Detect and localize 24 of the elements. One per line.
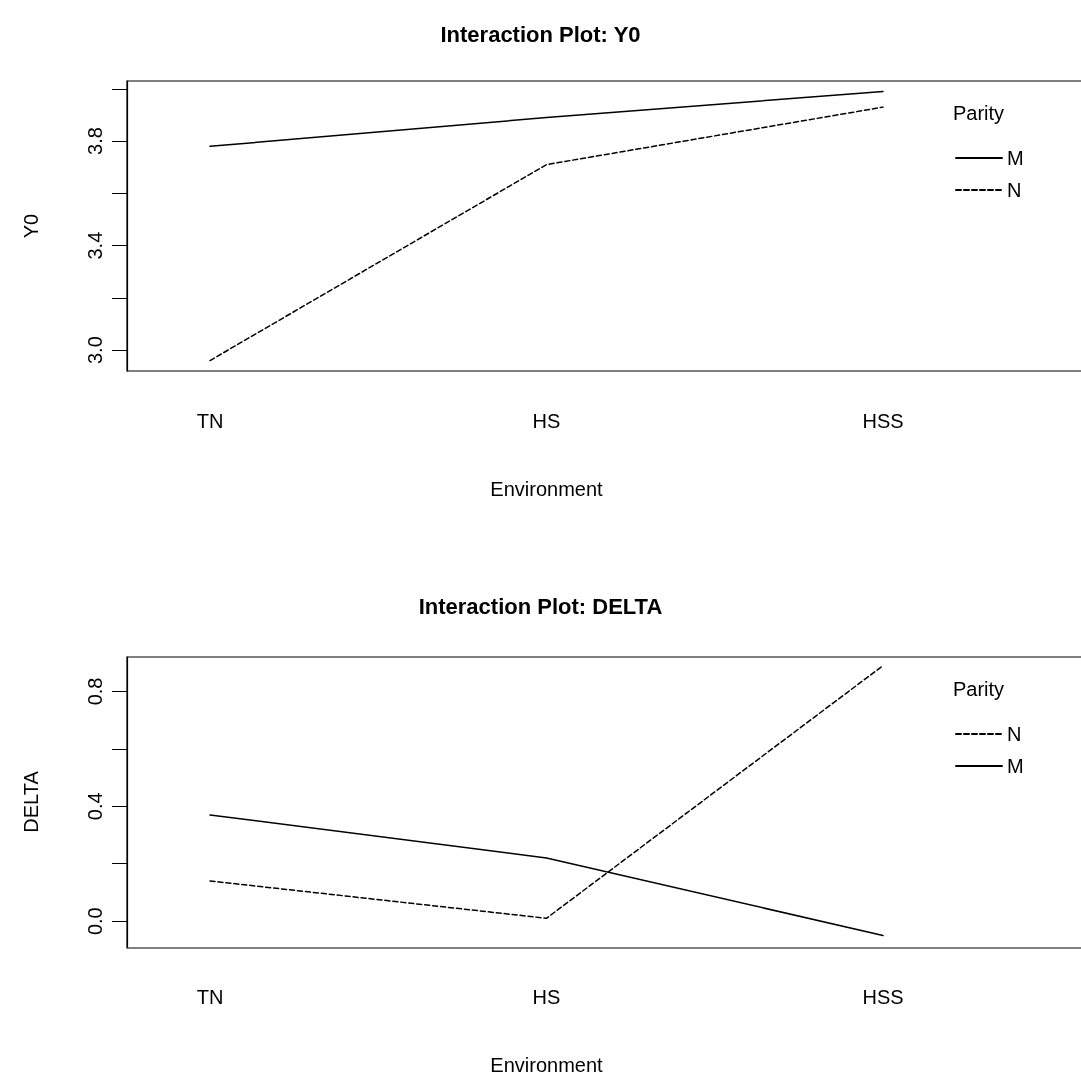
y-axis-title: DELTA: [20, 770, 42, 833]
y-tick-label: 3.4: [84, 231, 106, 260]
chart-title: Interaction Plot: DELTA: [418, 593, 663, 619]
y-tick-label: 0.8: [84, 677, 106, 706]
legend-label: N: [1007, 723, 1022, 745]
legend-label: M: [1007, 147, 1024, 169]
y-tick-label: 0.0: [84, 907, 106, 936]
legend-title: Parity: [953, 678, 1005, 700]
x-axis-title: Environment: [490, 478, 604, 500]
chart-title: Interaction Plot: Y0: [440, 21, 641, 47]
legend-label: M: [1007, 755, 1024, 777]
x-tick-label: TN: [196, 410, 224, 432]
x-tick-label: HSS: [862, 410, 904, 432]
y-tick-label: 0.4: [84, 792, 106, 821]
x-tick-label: HS: [532, 986, 561, 1008]
y-tick-label: 3.8: [84, 127, 106, 155]
y-axis-title: Y0: [20, 213, 42, 239]
legend-title: Parity: [953, 102, 1005, 124]
x-tick-label: HS: [532, 410, 561, 432]
legend-label: N: [1007, 179, 1022, 201]
x-tick-label: TN: [196, 986, 224, 1008]
x-axis-title: Environment: [490, 1054, 604, 1076]
x-tick-label: HSS: [862, 986, 904, 1008]
y-tick-label: 3.0: [84, 336, 106, 365]
